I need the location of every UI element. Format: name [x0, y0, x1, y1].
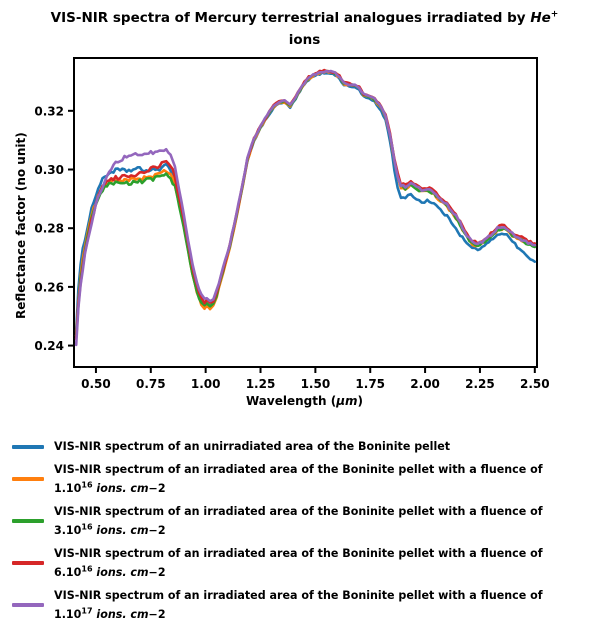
y-axis-label: Reflectance factor (no unit): [14, 132, 28, 319]
y-tick-label: 0.26: [34, 280, 64, 294]
legend: VIS-NIR spectrum of an unirradiated area…: [12, 437, 606, 628]
series-line-fluence-6e16: [74, 68, 537, 341]
chart-title-line2: ions: [288, 32, 321, 48]
x-tick-label: 1.00: [191, 377, 221, 391]
y-tick-label: 0.32: [34, 104, 64, 118]
x-tick-label: 2.25: [465, 377, 495, 391]
x-tick-label: 2.00: [410, 377, 440, 391]
legend-entry-fluence-3e16: VIS-NIR spectrum of an irradiated area o…: [12, 502, 606, 540]
x-tick-label: 0.75: [136, 377, 166, 391]
legend-swatch-green: [12, 519, 44, 523]
series-line-fluence-1e16: [74, 69, 537, 338]
fluence-value: 6.1016 ions. cm−2: [54, 564, 166, 579]
title-ion-charge: +: [550, 9, 559, 20]
y-tick-label: 0.28: [34, 222, 64, 236]
legend-swatch-purple: [12, 603, 44, 607]
chart-title-line1: VIS-NIR spectra of Mercury terrestrial a…: [50, 9, 559, 26]
x-tick-label: 2.50: [520, 377, 550, 391]
x-tick-label: 1.25: [246, 377, 276, 391]
y-tick-label: 0.30: [34, 163, 64, 177]
axes-frame: [73, 57, 538, 368]
plot-area: 0.50 0.75 1.00 1.25 1.50 1.75 2.00 2.25 2.50 0.24…: [34, 57, 550, 391]
legend-entry-unirradiated: VIS-NIR spectrum of an unirradiated area…: [12, 437, 606, 456]
title-element-symbol: He: [530, 10, 551, 26]
fluence-value: 1.1017 ions. cm−2: [54, 606, 166, 621]
legend-entry-fluence-1e17: VIS-NIR spectrum of an irradiated area o…: [12, 586, 606, 624]
x-axis-label: Wavelength (µm): [245, 394, 364, 408]
chart-title: VIS-NIR spectra of Mercury terrestrial a…: [0, 7, 609, 51]
legend-label: VIS-NIR spectrum of an unirradiated area…: [54, 440, 451, 453]
legend-swatch-red: [12, 561, 44, 565]
series-line-fluence-3e16: [74, 69, 537, 338]
legend-label: VIS-NIR spectrum of an irradiated area o…: [54, 547, 543, 579]
x-tick-label: 1.75: [355, 377, 385, 391]
legend-label: VIS-NIR spectrum of an irradiated area o…: [54, 589, 543, 621]
legend-label: VIS-NIR spectrum of an irradiated area o…: [54, 505, 543, 537]
y-tick-label: 0.24: [34, 339, 64, 353]
x-tick-label: 1.50: [301, 377, 331, 391]
x-tick-label: 0.50: [81, 377, 111, 391]
series-line-unirradiated: [74, 71, 537, 333]
fluence-value: 1.1016 ions. cm−2: [54, 480, 166, 495]
legend-swatch-blue: [12, 444, 44, 449]
legend-swatch-orange: [12, 477, 44, 481]
legend-entry-fluence-1e16: VIS-NIR spectrum of an irradiated area o…: [12, 460, 606, 498]
fluence-value: 3.1016 ions. cm−2: [54, 522, 166, 537]
legend-entry-fluence-6e16: VIS-NIR spectrum of an irradiated area o…: [12, 544, 606, 582]
legend-label: VIS-NIR spectrum of an irradiated area o…: [54, 463, 543, 495]
series-line-fluence-1e17: [74, 69, 537, 347]
